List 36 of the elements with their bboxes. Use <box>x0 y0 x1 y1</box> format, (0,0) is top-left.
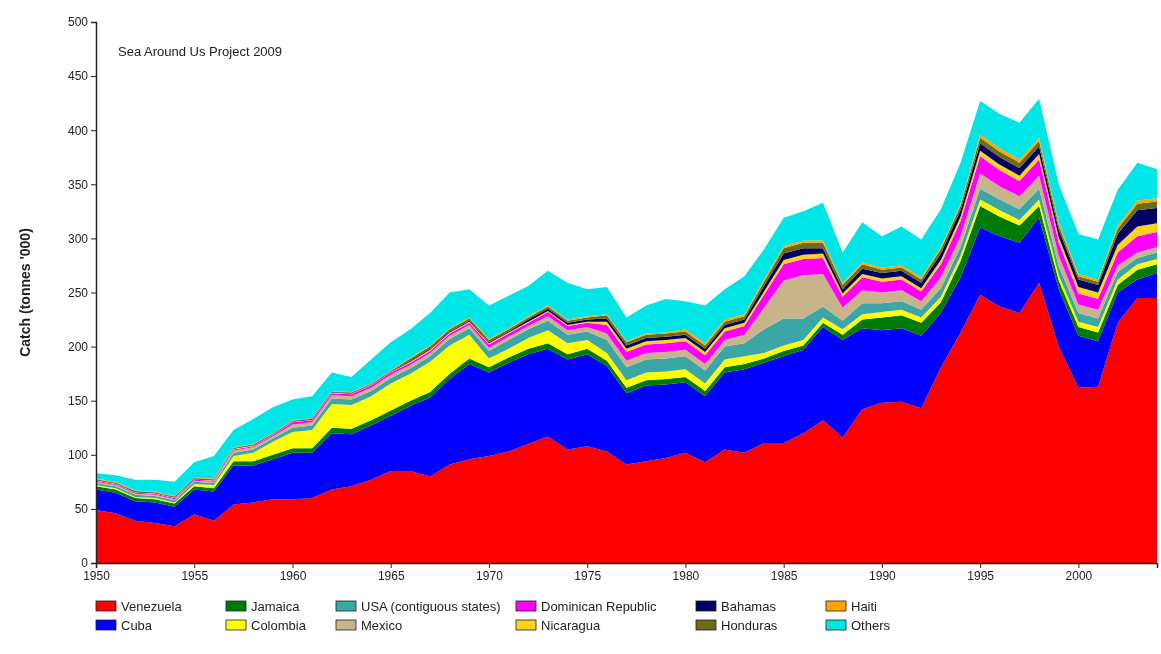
x-tick-label: 1955 <box>181 568 209 583</box>
x-tick-label: 2000 <box>1065 568 1093 583</box>
y-tick-label: 350 <box>67 177 89 192</box>
legend-label: Nicaragua <box>541 618 602 633</box>
y-tick-label: 500 <box>67 15 89 30</box>
y-tick-label: 450 <box>67 69 89 84</box>
legend-label: Honduras <box>721 618 778 633</box>
x-tick-label: 1950 <box>83 568 111 583</box>
legend-label: Colombia <box>251 618 307 633</box>
y-tick-label: 150 <box>67 394 89 409</box>
y-tick-label: 0 <box>81 556 89 571</box>
y-tick-label: 50 <box>74 502 89 517</box>
legend-label: USA (contiguous states) <box>361 599 501 614</box>
legend-label: Venezuela <box>121 599 183 614</box>
y-tick-label: 250 <box>67 285 89 300</box>
y-axis-title: Catch (tonnes '000) <box>17 228 33 357</box>
y-tick-label: 300 <box>67 231 89 246</box>
y-tick-label: 100 <box>67 448 89 463</box>
x-tick-label: 1970 <box>476 568 504 583</box>
x-tick-label: 1995 <box>967 568 995 583</box>
x-tick-label: 1975 <box>574 568 602 583</box>
legend-label: Dominican Republic <box>541 599 658 614</box>
y-tick-label: 200 <box>67 339 89 354</box>
x-tick-label: 1985 <box>770 568 798 583</box>
legend-label: Mexico <box>361 618 403 633</box>
legend-label: Haiti <box>851 599 878 614</box>
x-tick-label: 1990 <box>869 568 897 583</box>
legend-label: Others <box>851 618 891 633</box>
annotation: Sea Around Us Project 2009 <box>118 44 283 59</box>
legend-label: Jamaica <box>251 599 301 614</box>
x-tick-label: 1960 <box>279 568 307 583</box>
legend-label: Cuba <box>121 618 153 633</box>
y-tick-label: 400 <box>67 123 89 138</box>
x-tick-label: 1980 <box>672 568 700 583</box>
x-tick-label: 1965 <box>377 568 405 583</box>
legend-label: Bahamas <box>721 599 777 614</box>
